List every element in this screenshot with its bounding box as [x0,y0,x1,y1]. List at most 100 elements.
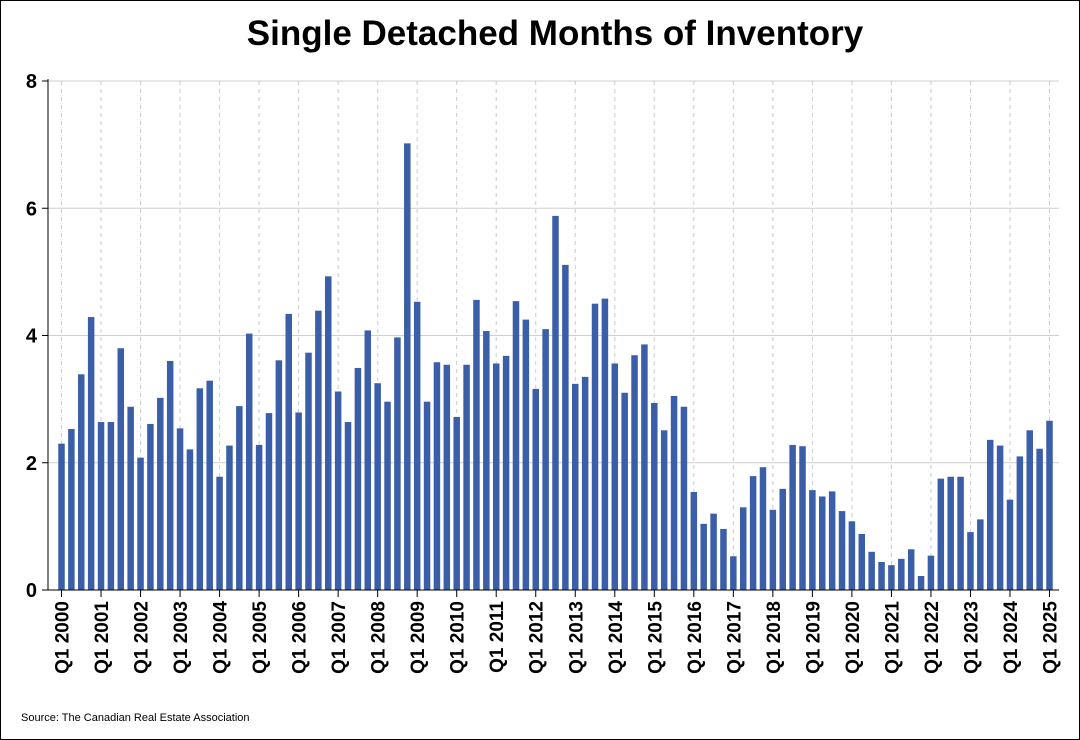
x-tick-label: Q1 2002 [132,601,153,674]
x-tick-label: Q1 2007 [329,601,350,674]
bar [888,565,895,590]
x-tick-label: Q1 2016 [685,601,706,674]
x-tick-label: Q1 2000 [53,601,74,674]
bar [917,576,925,590]
x-tick-label: Q1 2019 [803,601,824,674]
bar [690,492,698,590]
x-tick-label: Q1 2022 [922,601,943,674]
bar [878,562,885,590]
axes [42,79,1059,597]
bar [621,392,628,590]
bar [107,422,115,590]
bar [1006,499,1014,590]
x-tick-label: Q1 2011 [487,601,508,673]
x-tick-labels: Q1 2000 Q1 2001 Q1 2002 Q1 2003 Q1 2004 Q1 20… [53,601,1062,674]
bar [641,344,648,590]
bar [473,299,480,590]
bar [483,331,490,590]
bar [996,445,1004,590]
x-tick-label: Q1 2024 [1001,601,1022,674]
bar [453,416,460,590]
bar [542,329,549,590]
bar [512,301,520,590]
x-tick-label: Q1 2018 [764,601,785,674]
x-tick-label: Q1 2010 [448,601,469,674]
bar [898,558,905,590]
y-tick-labels: 0 2 4 6 8 [26,71,38,602]
bar [710,513,717,590]
bar [838,511,846,590]
bar [97,422,105,590]
bar [305,352,312,590]
x-tick-label: Q1 2025 [1041,601,1062,674]
bar [68,429,75,590]
bar [226,445,233,590]
bar [255,444,263,590]
bar [651,402,658,590]
bar [986,439,994,590]
bar [769,509,777,590]
bar [58,443,65,590]
bar [344,422,352,590]
x-tick-label: Q1 2013 [566,601,587,674]
bar [848,521,856,590]
bar [206,380,213,590]
x-tick-label: Q1 2008 [369,601,390,674]
bar [670,395,678,590]
x-tick-label: Q1 2021 [882,601,903,674]
bar [176,428,184,590]
bar [977,519,984,590]
bar [117,348,125,590]
bar [265,413,273,590]
bar [937,478,945,590]
x-tick-label: Q1 2017 [724,601,745,674]
bar [868,551,875,590]
chart-title: Single Detached Months of Inventory [246,14,864,53]
bar [285,313,292,590]
bar [522,319,530,590]
bar [87,317,95,590]
bar [186,449,194,590]
bar [1026,430,1033,590]
x-tick-label: Q1 2003 [171,601,192,674]
bar [631,355,638,590]
bar [660,430,668,590]
bar [720,528,727,590]
bar [858,534,866,590]
bar [532,388,539,590]
bar [967,532,974,590]
bar [404,143,411,591]
y-tick-label: 0 [26,580,37,602]
bar [295,412,302,590]
bar [334,391,342,590]
bar [394,337,401,590]
x-tick-label: Q1 2020 [843,601,864,674]
bar [819,496,826,590]
bar [325,276,332,590]
bar [196,388,204,590]
bar [581,376,589,590]
x-tick-label: Q1 2012 [527,601,548,674]
bar [789,444,796,590]
bar [354,367,362,590]
bar [443,364,451,590]
bar [749,476,757,590]
bar [433,362,441,590]
bar [137,457,144,590]
bar [502,355,510,590]
bar [611,363,619,590]
source-note: Source: The Canadian Real Estate Associa… [21,712,250,724]
y-tick-label: 6 [26,198,37,220]
bar [374,383,381,590]
x-tick-label: Q1 2009 [408,601,429,674]
bar [947,476,954,590]
x-tick-label: Q1 2001 [92,601,113,674]
bar [78,374,85,590]
bar [828,491,836,590]
bar [245,333,253,590]
bar [730,556,737,590]
bar [463,364,470,590]
bar [591,303,599,590]
x-tick-label: Q1 2006 [290,601,311,674]
